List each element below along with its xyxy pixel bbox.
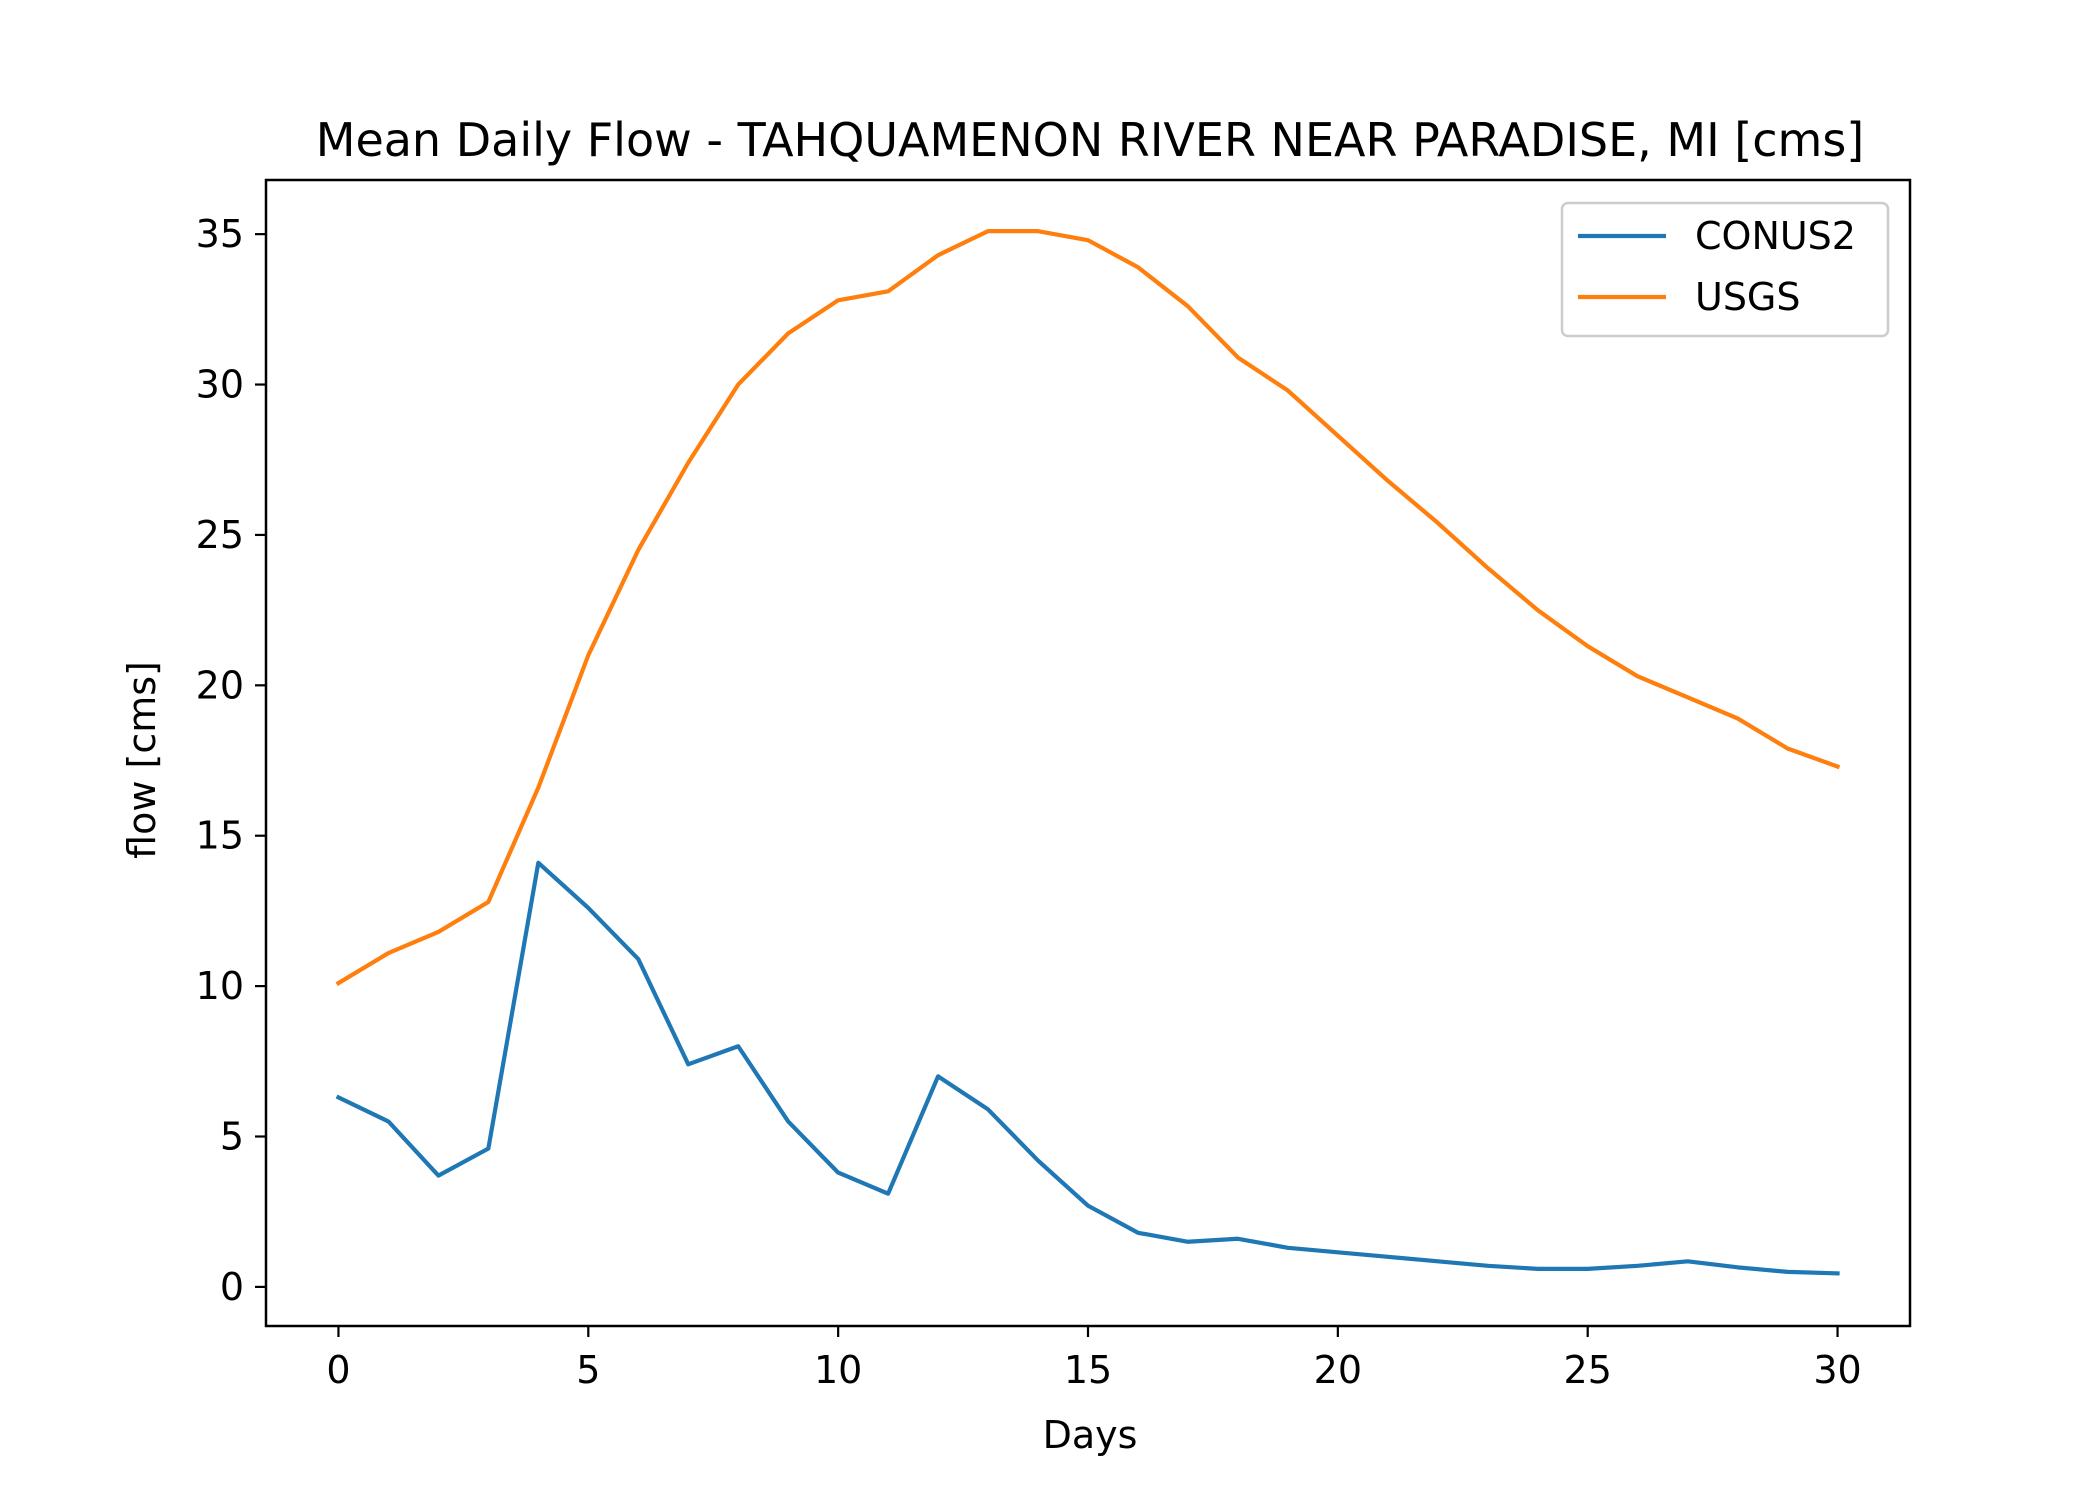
y-tick-label: 35 xyxy=(196,212,244,256)
y-tick-label: 25 xyxy=(196,513,244,557)
y-tick-label: 30 xyxy=(196,363,244,407)
y-tick-label: 15 xyxy=(196,814,244,858)
legend-label-usgs: USGS xyxy=(1695,275,1801,319)
y-tick-label: 0 xyxy=(220,1265,244,1309)
series-line-usgs xyxy=(335,229,1841,986)
legend: CONUS2 USGS xyxy=(1560,201,1890,338)
y-axis-label: flow [cms] xyxy=(120,661,164,859)
x-tick-label: 5 xyxy=(576,1348,600,1392)
x-tick-label: 10 xyxy=(814,1348,862,1392)
legend-label-conus2: CONUS2 xyxy=(1695,214,1856,258)
series-line-conus2 xyxy=(335,860,1840,1276)
y-tick-label: 20 xyxy=(196,663,244,707)
y-tick-label: 10 xyxy=(196,964,244,1008)
x-tick-label: 30 xyxy=(1813,1348,1861,1392)
plot-area: 0 5 10 15 20 25 30 0 5 10 15 20 25 30 35 xyxy=(196,178,1912,1392)
x-tick-label: 0 xyxy=(326,1348,350,1392)
x-tick-label: 25 xyxy=(1564,1348,1612,1392)
y-tick-label: 5 xyxy=(220,1115,244,1159)
x-tick-label: 20 xyxy=(1314,1348,1362,1392)
chart-title: Mean Daily Flow - TAHQUAMENON RIVER NEAR… xyxy=(316,113,1864,167)
x-tick-label: 15 xyxy=(1064,1348,1112,1392)
x-axis-label: Days xyxy=(1043,1413,1138,1457)
